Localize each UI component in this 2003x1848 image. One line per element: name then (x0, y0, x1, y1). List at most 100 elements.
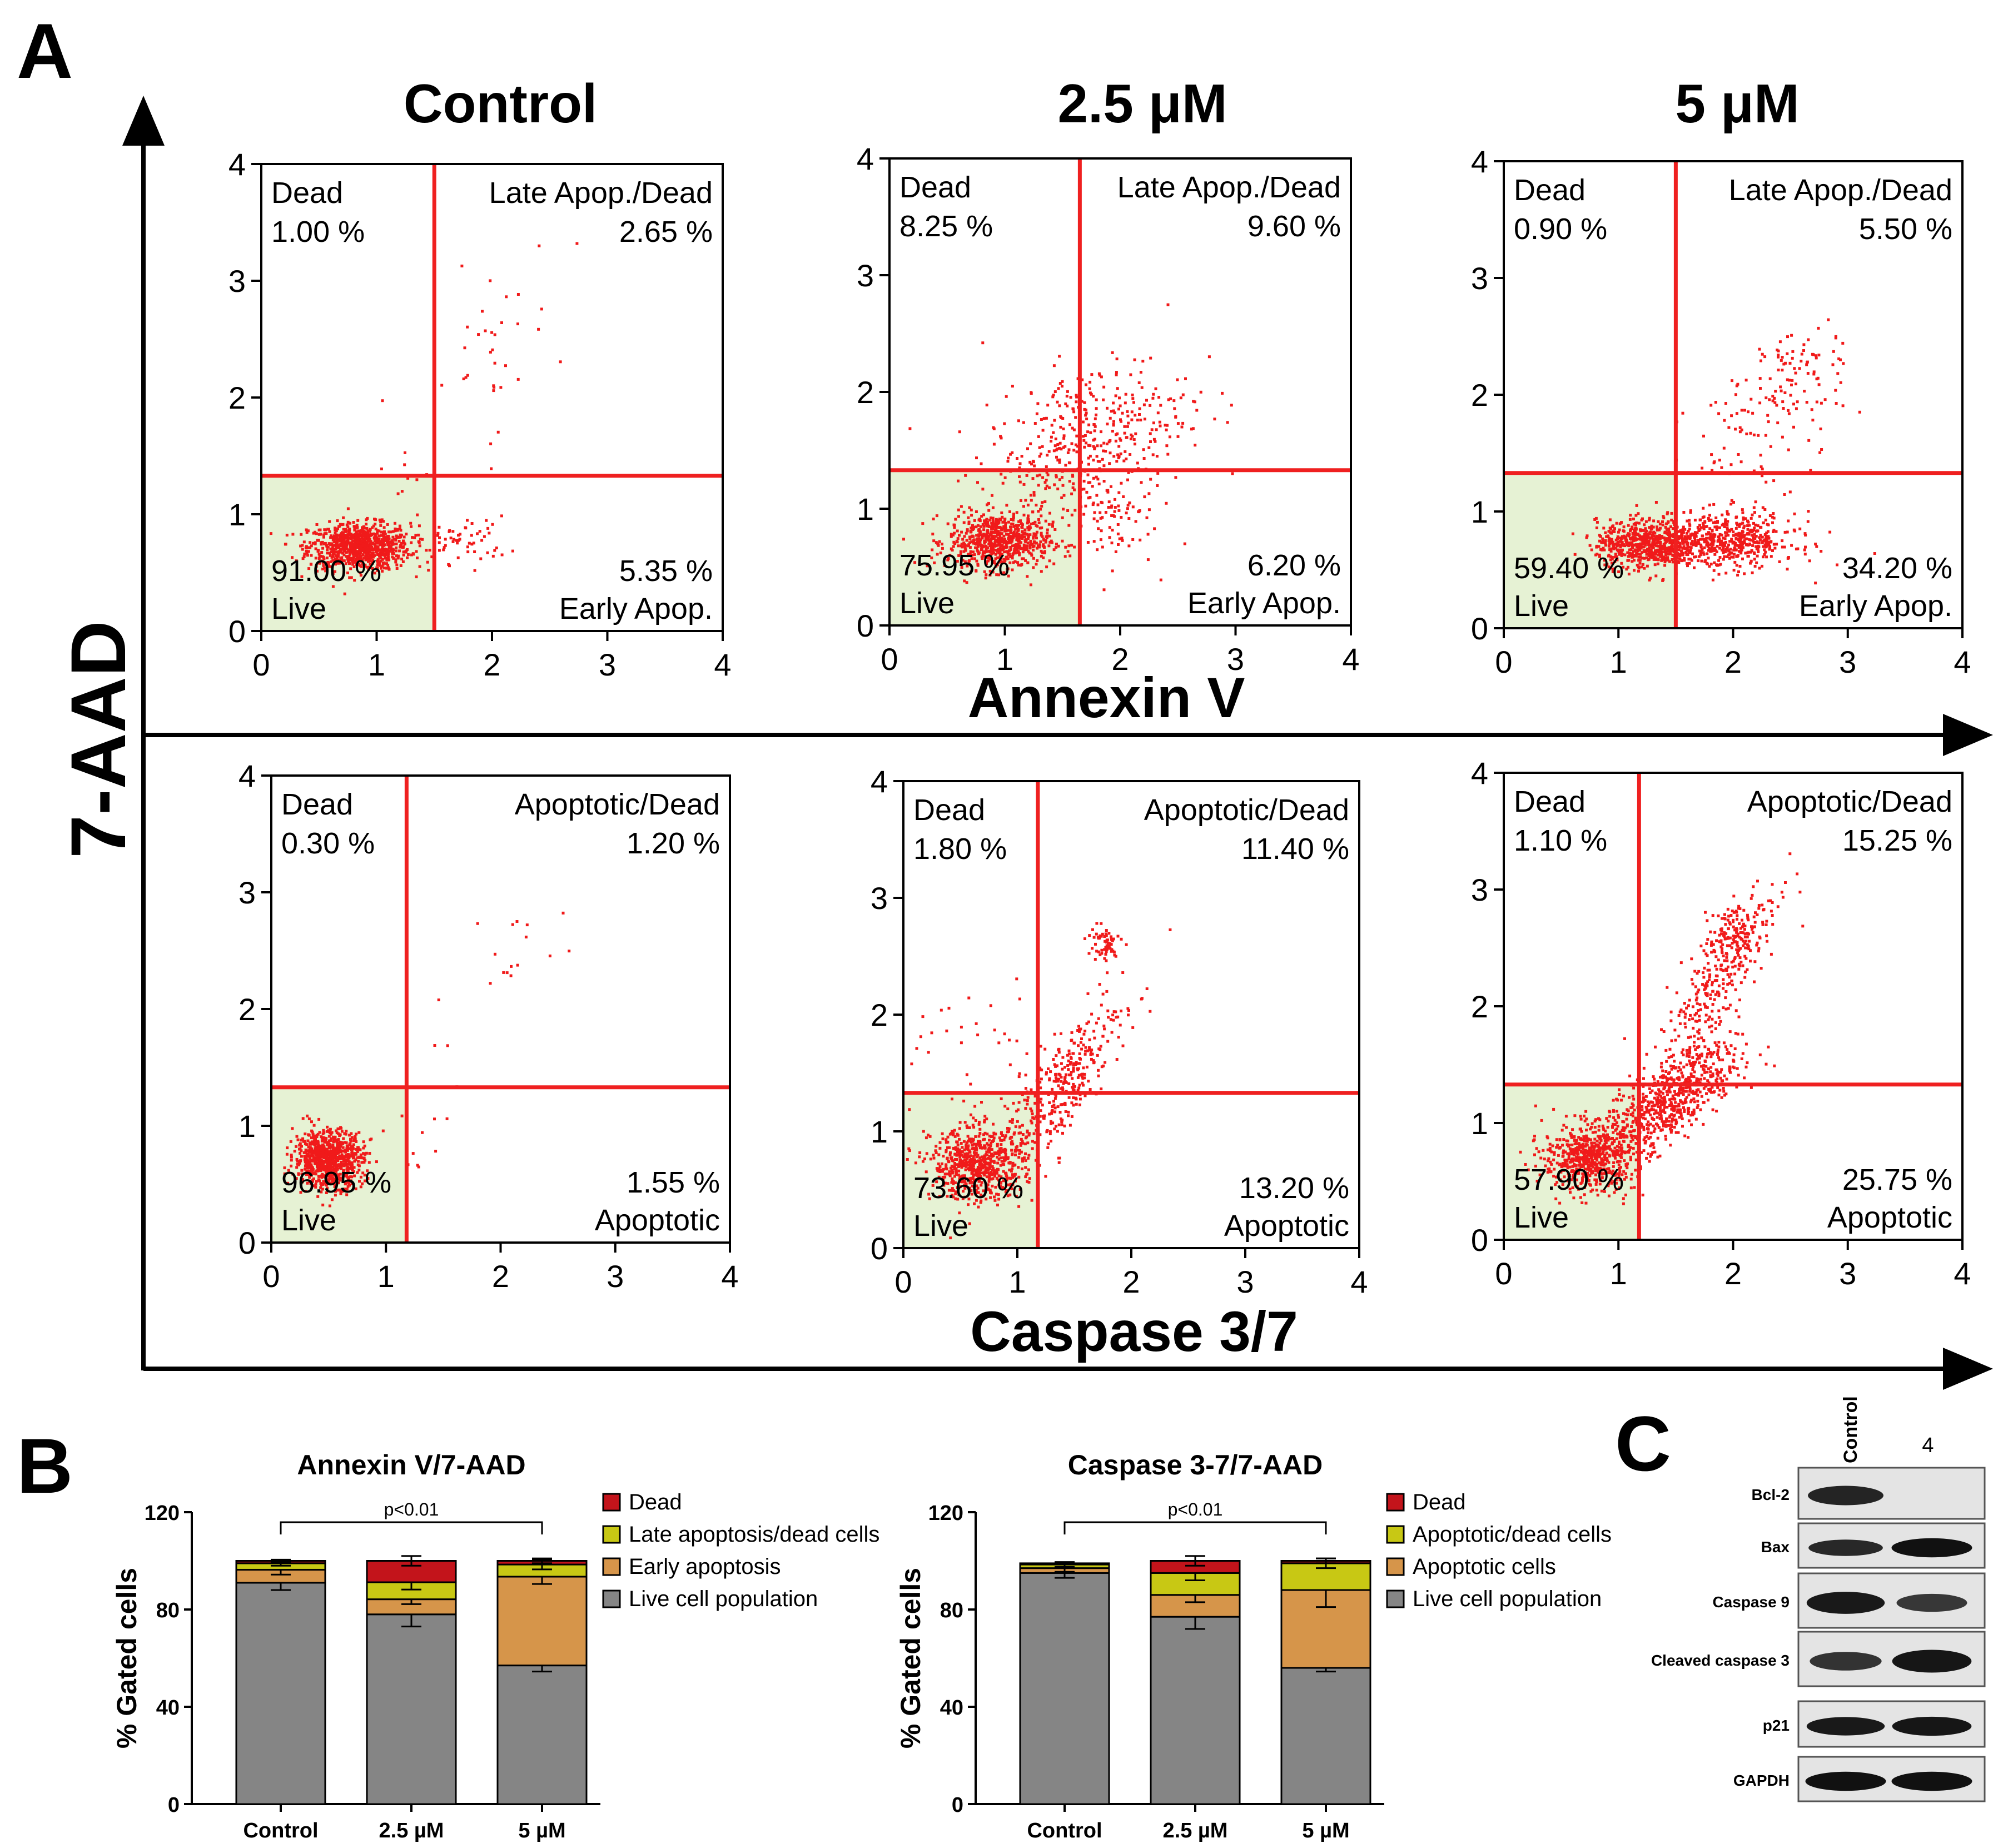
data-point (1648, 518, 1651, 521)
data-point (1738, 550, 1741, 553)
data-point (963, 1186, 967, 1190)
data-point (1730, 414, 1733, 418)
data-point (1001, 481, 1005, 485)
data-point (301, 544, 304, 547)
data-point (1617, 549, 1620, 553)
data-point (332, 570, 335, 573)
data-point (989, 554, 992, 557)
data-point (946, 558, 950, 562)
data-point (1834, 335, 1837, 338)
data-point (1650, 527, 1653, 530)
data-point (957, 544, 960, 548)
data-point (1634, 528, 1638, 531)
data-point (317, 1163, 320, 1166)
data-point (1184, 377, 1187, 380)
data-point (1028, 526, 1032, 529)
data-point (1000, 473, 1003, 476)
data-point (1629, 542, 1633, 545)
data-point (1634, 514, 1638, 517)
data-point (995, 522, 998, 525)
quadrant-value-top-right: 1.20 % (627, 827, 720, 860)
data-point (366, 1177, 370, 1180)
data-point (349, 544, 352, 547)
data-point (1758, 377, 1762, 380)
data-point (1776, 421, 1780, 425)
data-point (359, 557, 362, 560)
data-point (960, 505, 963, 508)
data-point (943, 1173, 947, 1176)
data-point (326, 1186, 329, 1190)
data-point (400, 490, 404, 493)
data-point (371, 542, 375, 545)
data-point (1649, 550, 1653, 553)
data-point (1640, 539, 1643, 542)
data-point (975, 510, 978, 513)
data-point (1670, 511, 1673, 515)
data-point (1032, 536, 1035, 540)
data-point (349, 1143, 352, 1146)
data-point (1126, 504, 1130, 507)
data-point (1634, 538, 1638, 541)
data-point (1072, 428, 1076, 431)
data-point (977, 1135, 981, 1138)
data-point (1085, 411, 1088, 415)
data-point (1005, 395, 1008, 398)
data-point (1042, 543, 1045, 547)
data-point (1723, 525, 1726, 528)
data-point (321, 1203, 325, 1206)
data-point (1712, 539, 1716, 543)
data-point (1032, 1132, 1036, 1135)
data-point (344, 530, 347, 533)
data-point (1699, 526, 1703, 529)
data-point (370, 556, 372, 559)
data-point (376, 569, 379, 572)
data-point (1050, 424, 1053, 427)
data-point (995, 573, 998, 577)
data-point (1718, 533, 1722, 536)
x-axis-title-caspase: Caspase 3/7 (970, 1300, 1298, 1363)
data-point (445, 1117, 449, 1120)
data-point (315, 565, 318, 568)
data-point (989, 558, 992, 561)
data-point (308, 1176, 311, 1179)
data-point (1696, 541, 1699, 544)
data-point (1174, 415, 1177, 419)
data-point (1736, 573, 1739, 577)
data-point (1715, 550, 1718, 554)
data-point (1124, 393, 1127, 396)
data-point (355, 1132, 358, 1136)
data-point (1740, 548, 1743, 552)
data-point (1131, 505, 1135, 509)
data-point (1771, 549, 1774, 552)
data-point (1798, 367, 1801, 370)
data-point (983, 1165, 986, 1169)
data-point (1712, 503, 1716, 506)
data-point (1022, 421, 1025, 424)
data-point (1665, 522, 1668, 525)
data-point (345, 1164, 348, 1167)
data-point (1012, 525, 1016, 528)
data-point (1066, 404, 1069, 408)
data-point (1668, 560, 1671, 563)
data-point (315, 1158, 318, 1161)
data-point (379, 559, 382, 563)
data-point (1668, 534, 1671, 537)
data-point (1599, 535, 1602, 538)
data-point (1683, 528, 1687, 531)
data-point (1060, 496, 1063, 499)
data-point (1059, 425, 1062, 429)
data-point (357, 1131, 361, 1134)
data-point (1026, 518, 1030, 520)
data-point (326, 1142, 330, 1145)
y-tick-label: 3 (228, 264, 246, 299)
data-point (307, 550, 310, 553)
data-point (1159, 578, 1162, 582)
data-point (1026, 1180, 1029, 1183)
data-point (334, 563, 337, 566)
data-point (1123, 431, 1126, 435)
data-point (327, 1168, 330, 1171)
data-point (1040, 504, 1043, 508)
data-point (1132, 401, 1135, 404)
data-point (345, 545, 348, 548)
data-point (1015, 535, 1018, 538)
